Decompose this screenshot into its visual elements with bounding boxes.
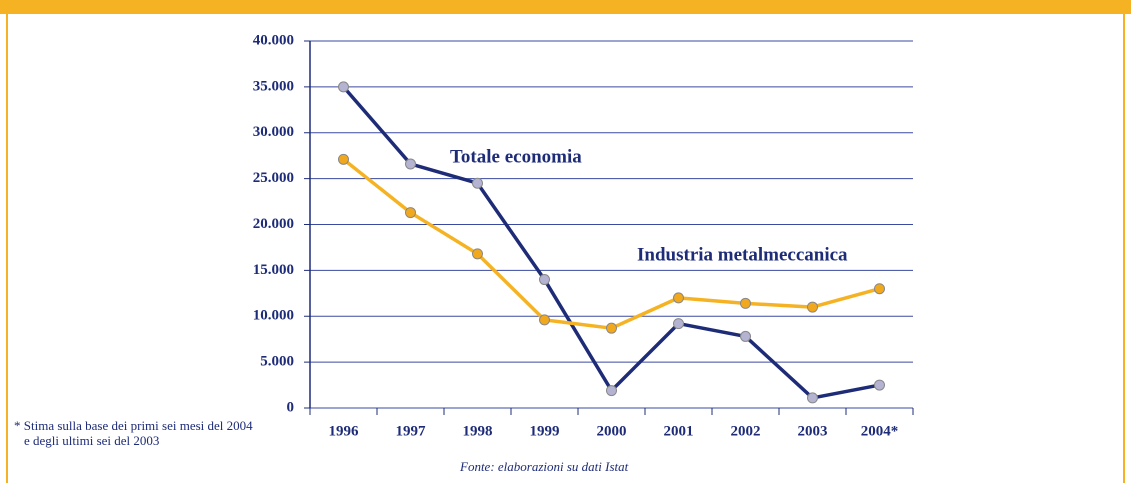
y-tick-label: 30.000 — [253, 124, 294, 140]
marker — [338, 153, 349, 165]
footnote: * Stima sulla base dei primi sei mesi de… — [14, 418, 253, 448]
line — [342, 85, 880, 400]
marker — [807, 301, 818, 313]
marker — [740, 297, 751, 309]
marker — [539, 274, 550, 286]
marker — [472, 177, 483, 189]
marker — [405, 158, 416, 170]
x-tick-label: 2003 — [798, 423, 828, 439]
marker — [740, 330, 751, 342]
right-border — [1123, 0, 1125, 483]
y-tick-label: 15.000 — [253, 262, 294, 278]
x-tick-label: 2002 — [731, 423, 761, 439]
marker — [606, 322, 617, 334]
series-label: Totale economia — [450, 146, 582, 167]
y-tick-label: 10.000 — [253, 308, 294, 324]
marker — [338, 81, 349, 93]
series-label: Industria metalmeccanica — [637, 244, 848, 265]
x-tick-label: 1996 — [329, 423, 360, 439]
marker — [405, 207, 416, 219]
x-tick-label: 1999 — [530, 423, 560, 439]
y-tick-label: 5.000 — [260, 354, 294, 370]
marker — [874, 283, 885, 295]
x-tick-label: 2000 — [597, 423, 627, 439]
marker — [673, 292, 684, 304]
x-tick-label: 1998 — [463, 423, 493, 439]
y-tick-label: 20.000 — [253, 216, 294, 232]
x-tick-label: 2004* — [861, 423, 899, 439]
marker — [673, 318, 684, 330]
marker — [606, 385, 617, 397]
marker — [807, 392, 818, 404]
x-tick-label: 2001 — [664, 423, 694, 439]
y-tick-label: 35.000 — [253, 78, 294, 94]
source: Fonte: elaborazioni su dati Istat — [460, 459, 629, 474]
marker — [472, 248, 483, 260]
y-tick-label: 0 — [287, 399, 295, 415]
marker — [874, 379, 885, 391]
y-tick-label: 25.000 — [253, 170, 294, 186]
left-border — [6, 0, 8, 483]
x-tick-label: 1997 — [396, 423, 427, 439]
marker — [539, 314, 550, 326]
y-tick-label: 40.000 — [253, 32, 294, 48]
header-bar — [0, 0, 1131, 14]
